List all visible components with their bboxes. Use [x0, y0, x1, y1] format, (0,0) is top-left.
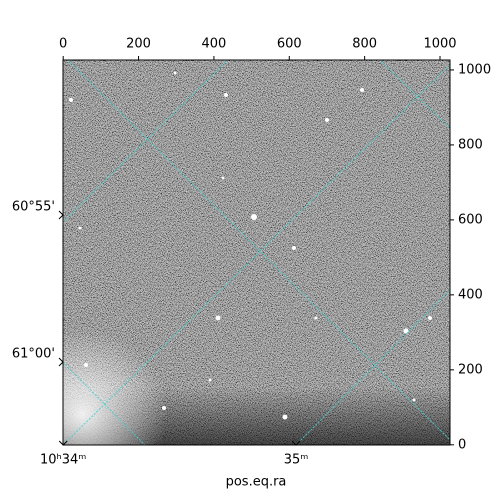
sky-image	[63, 60, 450, 445]
top-tick-label: 400	[202, 37, 227, 52]
top-tick-label: 800	[352, 37, 377, 52]
dec-tick-label: 60°55'	[12, 200, 55, 215]
right-tick-label: 600	[458, 212, 483, 227]
dec-tick	[58, 357, 64, 367]
ra-tick-label: 35ᵐ	[284, 453, 309, 468]
dec-tick-label: 61°00'	[12, 346, 55, 361]
right-tick-label: 800	[458, 137, 483, 152]
top-tick-label: 200	[126, 37, 151, 52]
top-tick-label: 600	[277, 37, 302, 52]
right-tick-label: 0	[458, 437, 466, 452]
ra-tick	[291, 440, 301, 446]
top-tick-label: 1000	[423, 37, 456, 52]
coordinate-grid	[63, 60, 450, 445]
x-axis-label: pos.eq.ra	[226, 475, 287, 490]
dec-tick	[58, 210, 64, 220]
plot-frame	[62, 59, 451, 446]
right-tick-label: 1000	[458, 62, 491, 77]
ra-tick-label: 10ʰ34ᵐ	[40, 453, 86, 468]
ra-tick	[58, 440, 68, 446]
top-tick-label: 0	[59, 37, 67, 52]
right-tick-label: 200	[458, 362, 483, 377]
right-tick-label: 400	[458, 287, 483, 302]
